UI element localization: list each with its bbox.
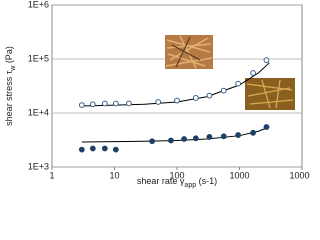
point [101,145,108,152]
label-part: shear stress τ [4,70,14,126]
point [206,134,213,140]
y-tick-label: 1E+4 [28,107,49,117]
point [235,80,242,87]
point [112,146,119,153]
x-tick-label: 10000 [289,170,310,180]
y-tick-label: 1E+5 [28,53,49,63]
point [174,97,180,104]
point [220,87,227,94]
x-axis-label: shear rate γapp (s-1) [137,176,217,188]
x-tick-label: 1000 [229,170,249,180]
y-tick-label: 1E+6 [28,0,49,9]
point [112,100,119,107]
label-subscript: w [10,65,17,72]
point [206,92,213,99]
inset-image-mat [245,78,295,110]
point [263,124,270,130]
point [78,102,85,109]
x-tick-label: 10 [109,170,119,180]
point [168,137,174,144]
point [220,133,227,140]
label-part: (Pa) [4,46,14,66]
point [126,100,132,107]
point [263,57,270,64]
label-part: shear rate γ [137,176,185,186]
point [155,99,162,105]
point [78,146,85,153]
y-axis-label: shear stress τw (Pa) [4,46,16,126]
point [149,138,156,145]
point [192,135,199,142]
point [192,95,199,101]
point [101,100,108,107]
inset-image-fibers [165,35,213,69]
point [89,145,96,152]
point [250,129,256,136]
x-tick-label: 1 [49,170,54,180]
chart: 1E+3 1E+4 1E+5 1E+6 1 10 100 1000 10000 shear rat… [4,0,314,189]
x-tick-label: 100 [169,170,184,180]
point [250,70,256,76]
point [89,101,96,108]
point [181,136,188,142]
y-tick-label: 1E+3 [28,161,49,171]
point [235,132,242,138]
label-subscript: app [184,182,196,189]
label-part: (s-1) [196,176,217,186]
